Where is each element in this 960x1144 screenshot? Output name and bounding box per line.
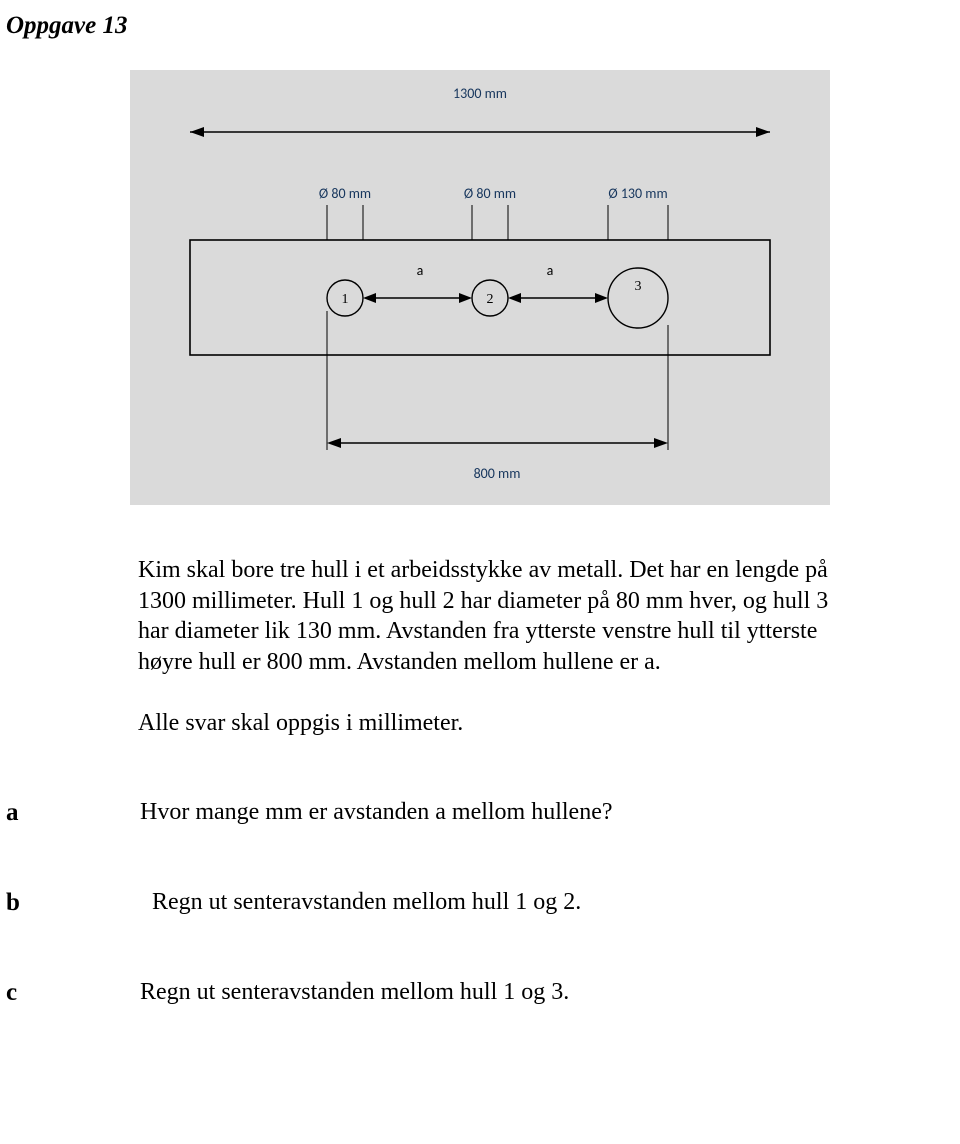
question-c-text: Regn ut senteravstanden mellom hull 1 og… xyxy=(140,977,960,1008)
paragraph-1: Kim skal bore tre hull i et arbeidsstykk… xyxy=(138,555,860,678)
hole1-number: 1 xyxy=(342,292,349,307)
question-a-text: Hvor mange mm er avstanden a mellom hull… xyxy=(140,797,960,828)
hole2-number: 2 xyxy=(487,292,494,307)
figure-background: 1300 mm Ø 80 mm Ø 80 mm Ø 130 mm xyxy=(130,70,830,505)
hole3-circle xyxy=(608,268,668,328)
question-a-label: a xyxy=(0,797,140,829)
page: Oppgave 13 1300 mm Ø 80 mm Ø 80 mm xyxy=(0,0,960,1049)
paragraph-2: Alle svar skal oppgis i millimeter. xyxy=(138,708,860,739)
task-heading: Oppgave 13 xyxy=(0,12,960,40)
question-c-row: c Regn ut senteravstanden mellom hull 1 … xyxy=(0,977,960,1009)
bottom-dimension-label: 800 mm xyxy=(474,465,521,482)
question-c-label: c xyxy=(0,977,140,1009)
hole2-dia-label: Ø 80 mm xyxy=(464,185,516,202)
question-a-row: a Hvor mange mm er avstanden a mellom hu… xyxy=(0,797,960,829)
hole1-dia-label: Ø 80 mm xyxy=(319,185,371,202)
figure-container: 1300 mm Ø 80 mm Ø 80 mm Ø 130 mm xyxy=(130,70,830,505)
spacing-label-right: a xyxy=(547,262,554,279)
hole3-number: 3 xyxy=(635,279,642,294)
body-text: Kim skal bore tre hull i et arbeidsstykk… xyxy=(0,555,960,739)
question-b-row: b Regn ut senteravstanden mellom hull 1 … xyxy=(0,887,960,919)
question-b-label: b xyxy=(0,887,140,919)
hole3-dia-label: Ø 130 mm xyxy=(608,185,667,202)
top-dimension-label: 1300 mm xyxy=(453,85,507,102)
spacing-label-left: a xyxy=(417,262,424,279)
diagram-svg: 1300 mm Ø 80 mm Ø 80 mm Ø 130 mm xyxy=(130,70,830,500)
bottom-dimension-line xyxy=(327,438,668,448)
question-b-text: Regn ut senteravstanden mellom hull 1 og… xyxy=(140,887,960,918)
top-dimension-line xyxy=(190,127,770,137)
